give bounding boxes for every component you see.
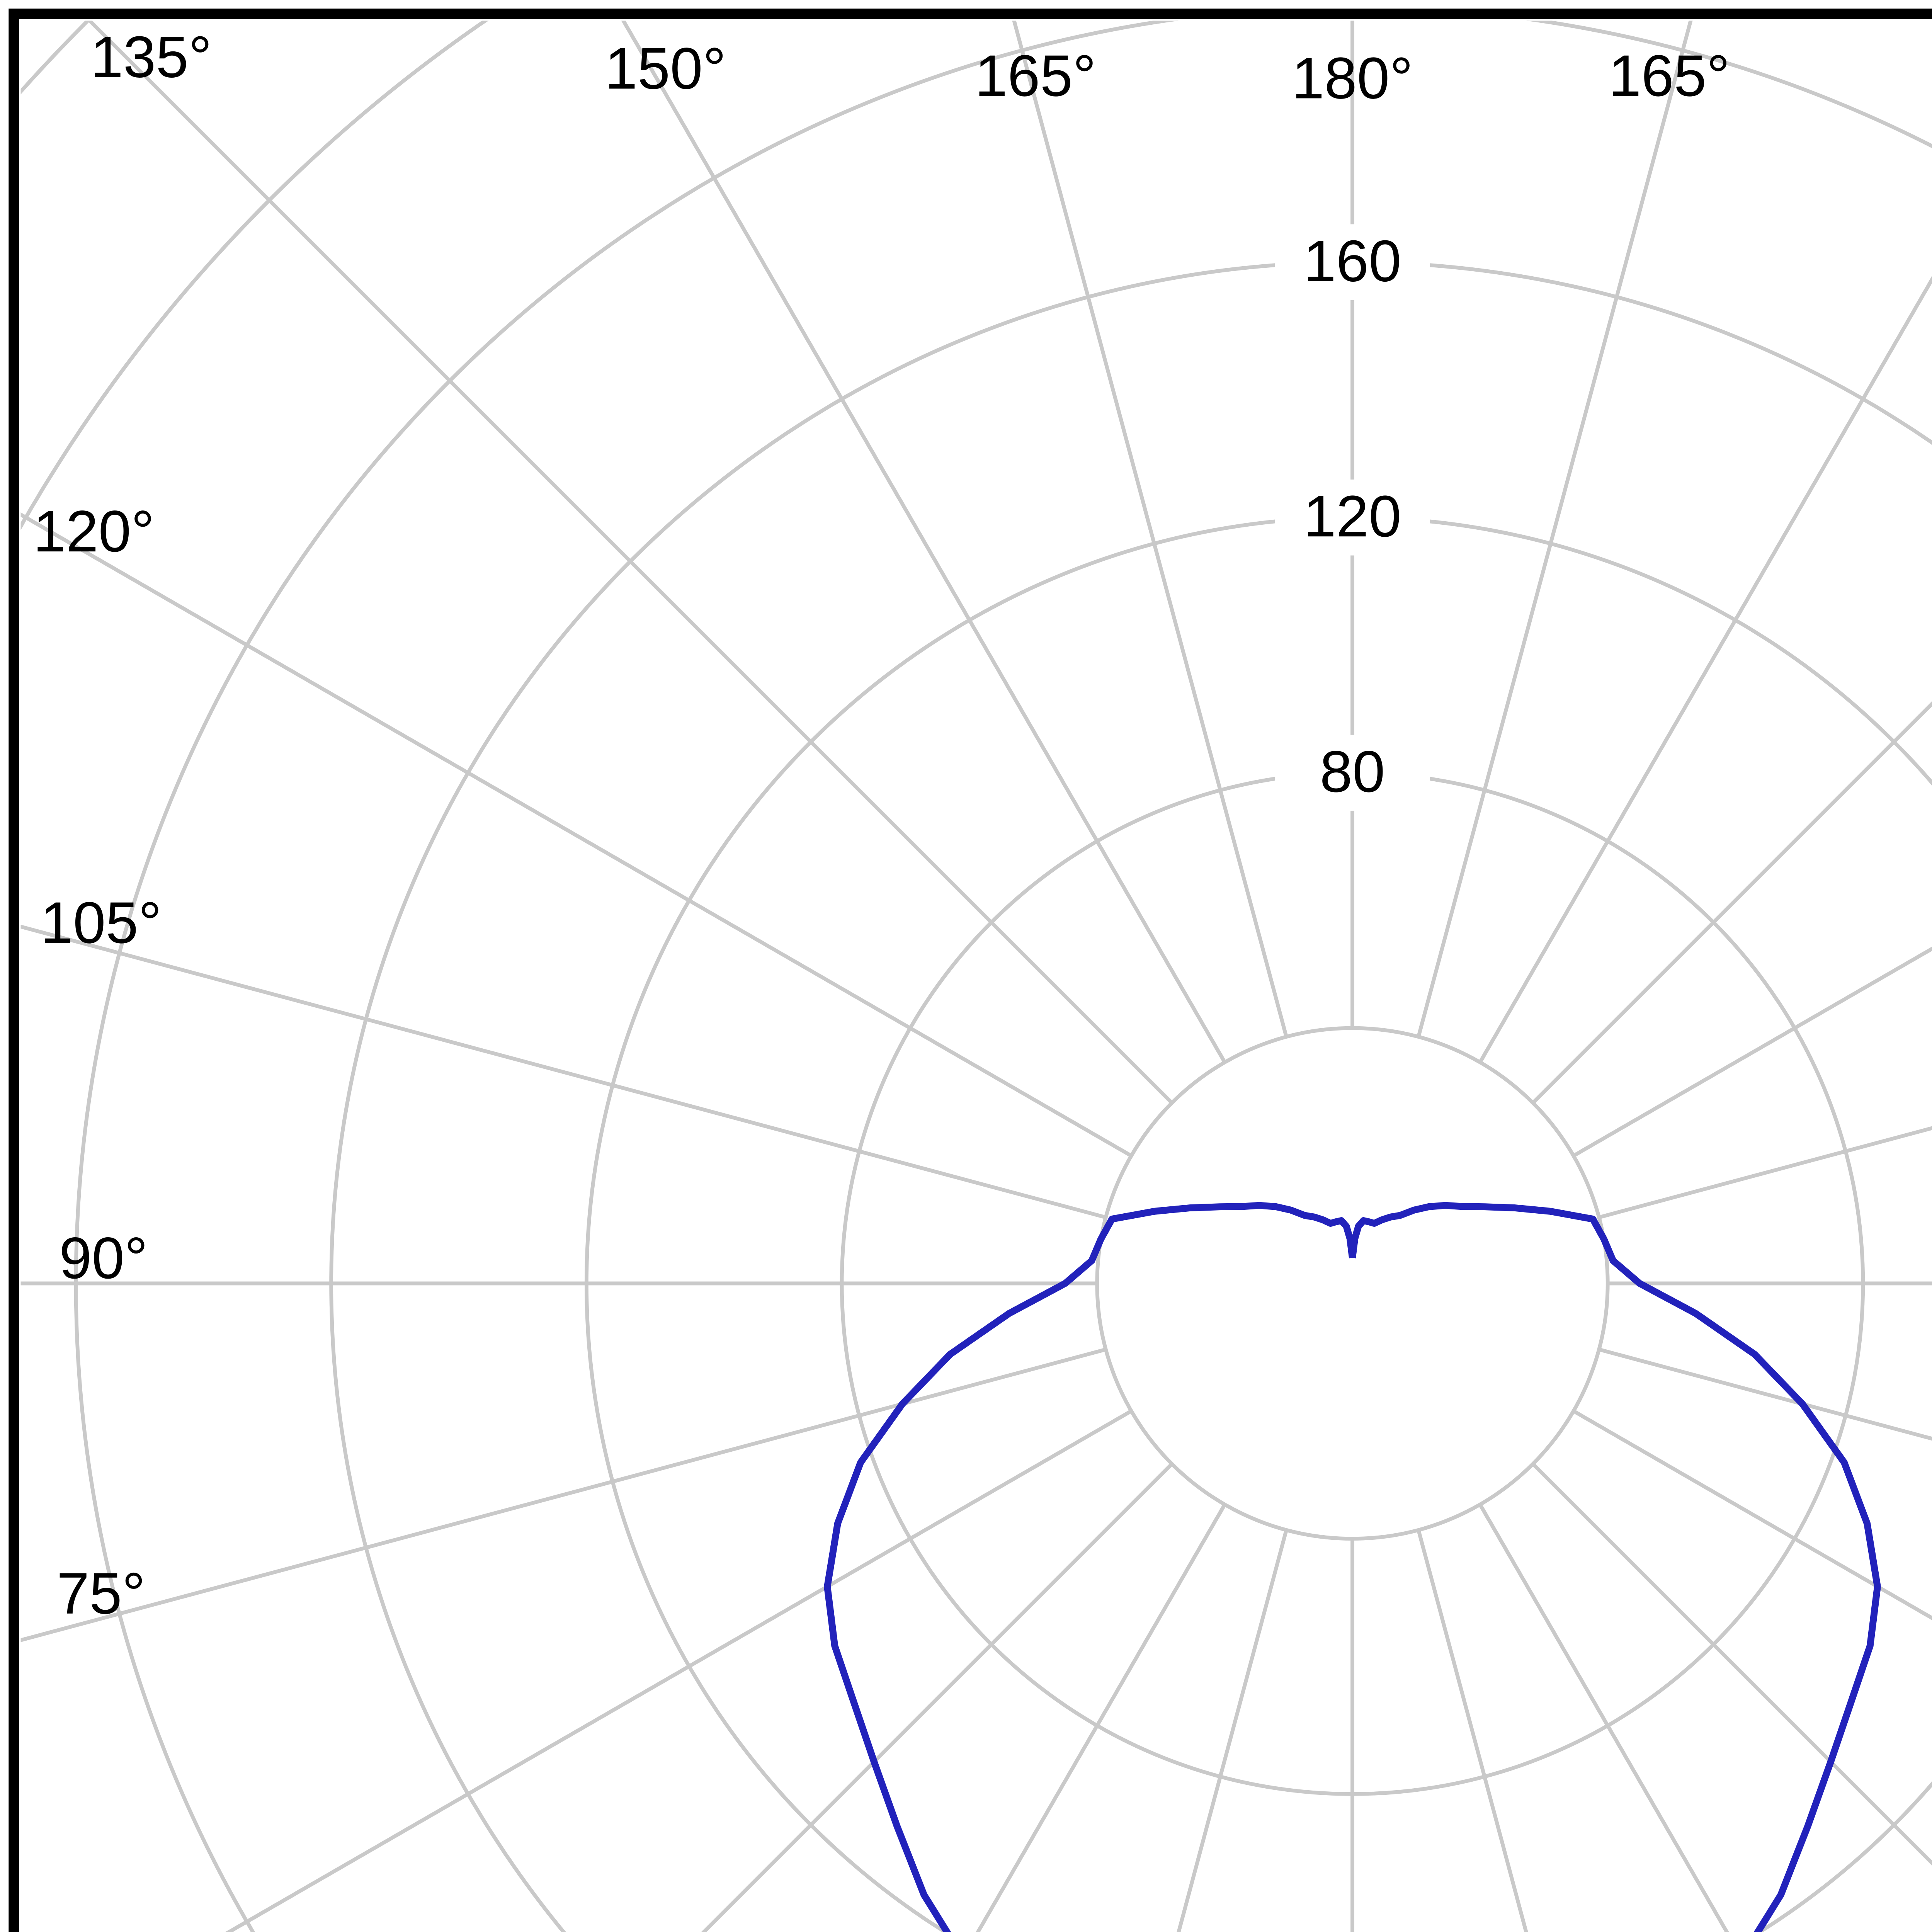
intensity-curves bbox=[824, 1202, 1881, 1932]
grid-spoke bbox=[1417, 1529, 1528, 1932]
grid-spoke bbox=[976, 1503, 1226, 1932]
angle-label-135-left: 135° bbox=[91, 24, 212, 90]
angle-label-165-right: 165° bbox=[1609, 43, 1730, 109]
radial-tick-labels: 80 120 160 bbox=[1275, 224, 1430, 811]
grid-spoke bbox=[701, 1463, 1173, 1932]
radial-label-backing bbox=[1275, 224, 1430, 300]
grid-spoke bbox=[1417, 20, 1693, 1037]
grid-spoke bbox=[621, 20, 1226, 1063]
grid-spoke bbox=[1478, 276, 1932, 1063]
grid-spoke bbox=[20, 925, 1106, 1219]
angle-label-90-left: 90° bbox=[59, 1226, 148, 1291]
grid-spoke bbox=[1531, 1463, 1932, 1866]
grid-spoke bbox=[1599, 1126, 1932, 1219]
grid-spoke bbox=[225, 1409, 1133, 1932]
angle-label-150-left: 150° bbox=[605, 36, 726, 101]
radial-tick-label: 160 bbox=[1303, 229, 1401, 294]
grid-spoke bbox=[1478, 1503, 1729, 1932]
grid-spoke bbox=[1572, 1409, 1932, 1621]
angle-label-75-left: 75° bbox=[57, 1561, 146, 1626]
angle-label-105-left: 105° bbox=[41, 890, 162, 956]
curve-C90-C270 bbox=[824, 1202, 1881, 1932]
grid-spoke bbox=[1599, 1347, 1932, 1441]
chart-border bbox=[9, 9, 1932, 1932]
radial-label-backing bbox=[1275, 735, 1430, 811]
radial-tick-label: 80 bbox=[1320, 739, 1385, 804]
angle-label-180: 180° bbox=[1292, 46, 1413, 111]
grid-spoke bbox=[20, 512, 1133, 1158]
grid-spoke bbox=[1531, 701, 1932, 1104]
grid-spoke bbox=[87, 20, 1173, 1104]
radial-tick-label: 120 bbox=[1303, 484, 1401, 549]
angle-label-120-left: 120° bbox=[33, 499, 155, 564]
grid-spoke bbox=[1177, 1529, 1288, 1932]
grid-spoke bbox=[1572, 946, 1932, 1158]
angle-tick-labels: 0°15°15°30°30°45°45°60°60°75°75°90°90°10… bbox=[33, 24, 1730, 1626]
grid-spoke bbox=[1012, 20, 1288, 1037]
angle-label-165-left: 165° bbox=[975, 43, 1096, 109]
radial-label-backing bbox=[1275, 480, 1430, 556]
grid-spoke bbox=[20, 1347, 1106, 1642]
